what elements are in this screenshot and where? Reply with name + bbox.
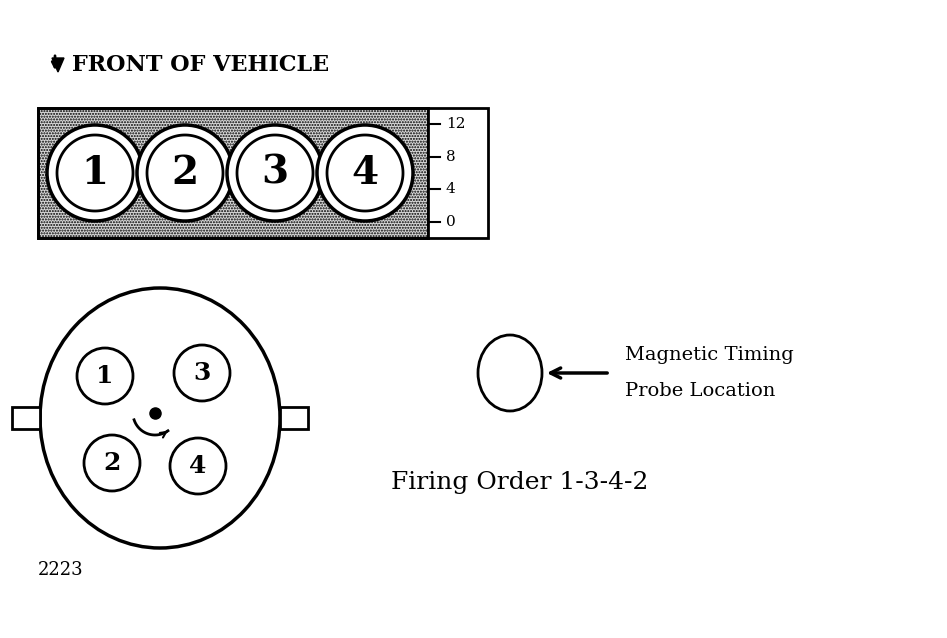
Polygon shape	[147, 135, 223, 211]
Circle shape	[77, 348, 133, 404]
Circle shape	[47, 125, 143, 221]
Text: 3: 3	[261, 154, 289, 192]
Text: 4: 4	[189, 454, 206, 478]
Text: 1: 1	[81, 154, 109, 192]
Text: 12: 12	[446, 117, 466, 131]
Text: 1: 1	[97, 364, 114, 388]
Bar	[428, 108, 488, 238]
Polygon shape	[327, 135, 403, 211]
Text: FRONT OF VEHICLE: FRONT OF VEHICLE	[72, 54, 330, 76]
Polygon shape	[52, 58, 64, 72]
Text: 2: 2	[171, 154, 199, 192]
Text: 3: 3	[193, 361, 210, 385]
Circle shape	[227, 125, 323, 221]
Text: 4: 4	[351, 154, 379, 192]
Text: 0: 0	[446, 215, 456, 229]
Circle shape	[84, 435, 140, 491]
Circle shape	[137, 125, 233, 221]
FancyBboxPatch shape	[38, 108, 428, 238]
Bar	[12, 407, 40, 429]
Text: Probe Location: Probe Location	[625, 382, 776, 400]
Polygon shape	[237, 135, 313, 211]
Circle shape	[174, 345, 230, 401]
Ellipse shape	[478, 335, 542, 411]
Text: Firing Order 1-3-4-2: Firing Order 1-3-4-2	[391, 471, 649, 494]
Text: 2: 2	[103, 451, 120, 475]
Circle shape	[170, 438, 226, 494]
Text: 4: 4	[446, 182, 456, 197]
Text: 8: 8	[446, 150, 456, 164]
Bar	[280, 407, 308, 429]
Text: Magnetic Timing: Magnetic Timing	[625, 346, 794, 364]
Circle shape	[317, 125, 413, 221]
Polygon shape	[57, 135, 133, 211]
Text: 2223: 2223	[38, 561, 83, 579]
Ellipse shape	[40, 288, 280, 548]
